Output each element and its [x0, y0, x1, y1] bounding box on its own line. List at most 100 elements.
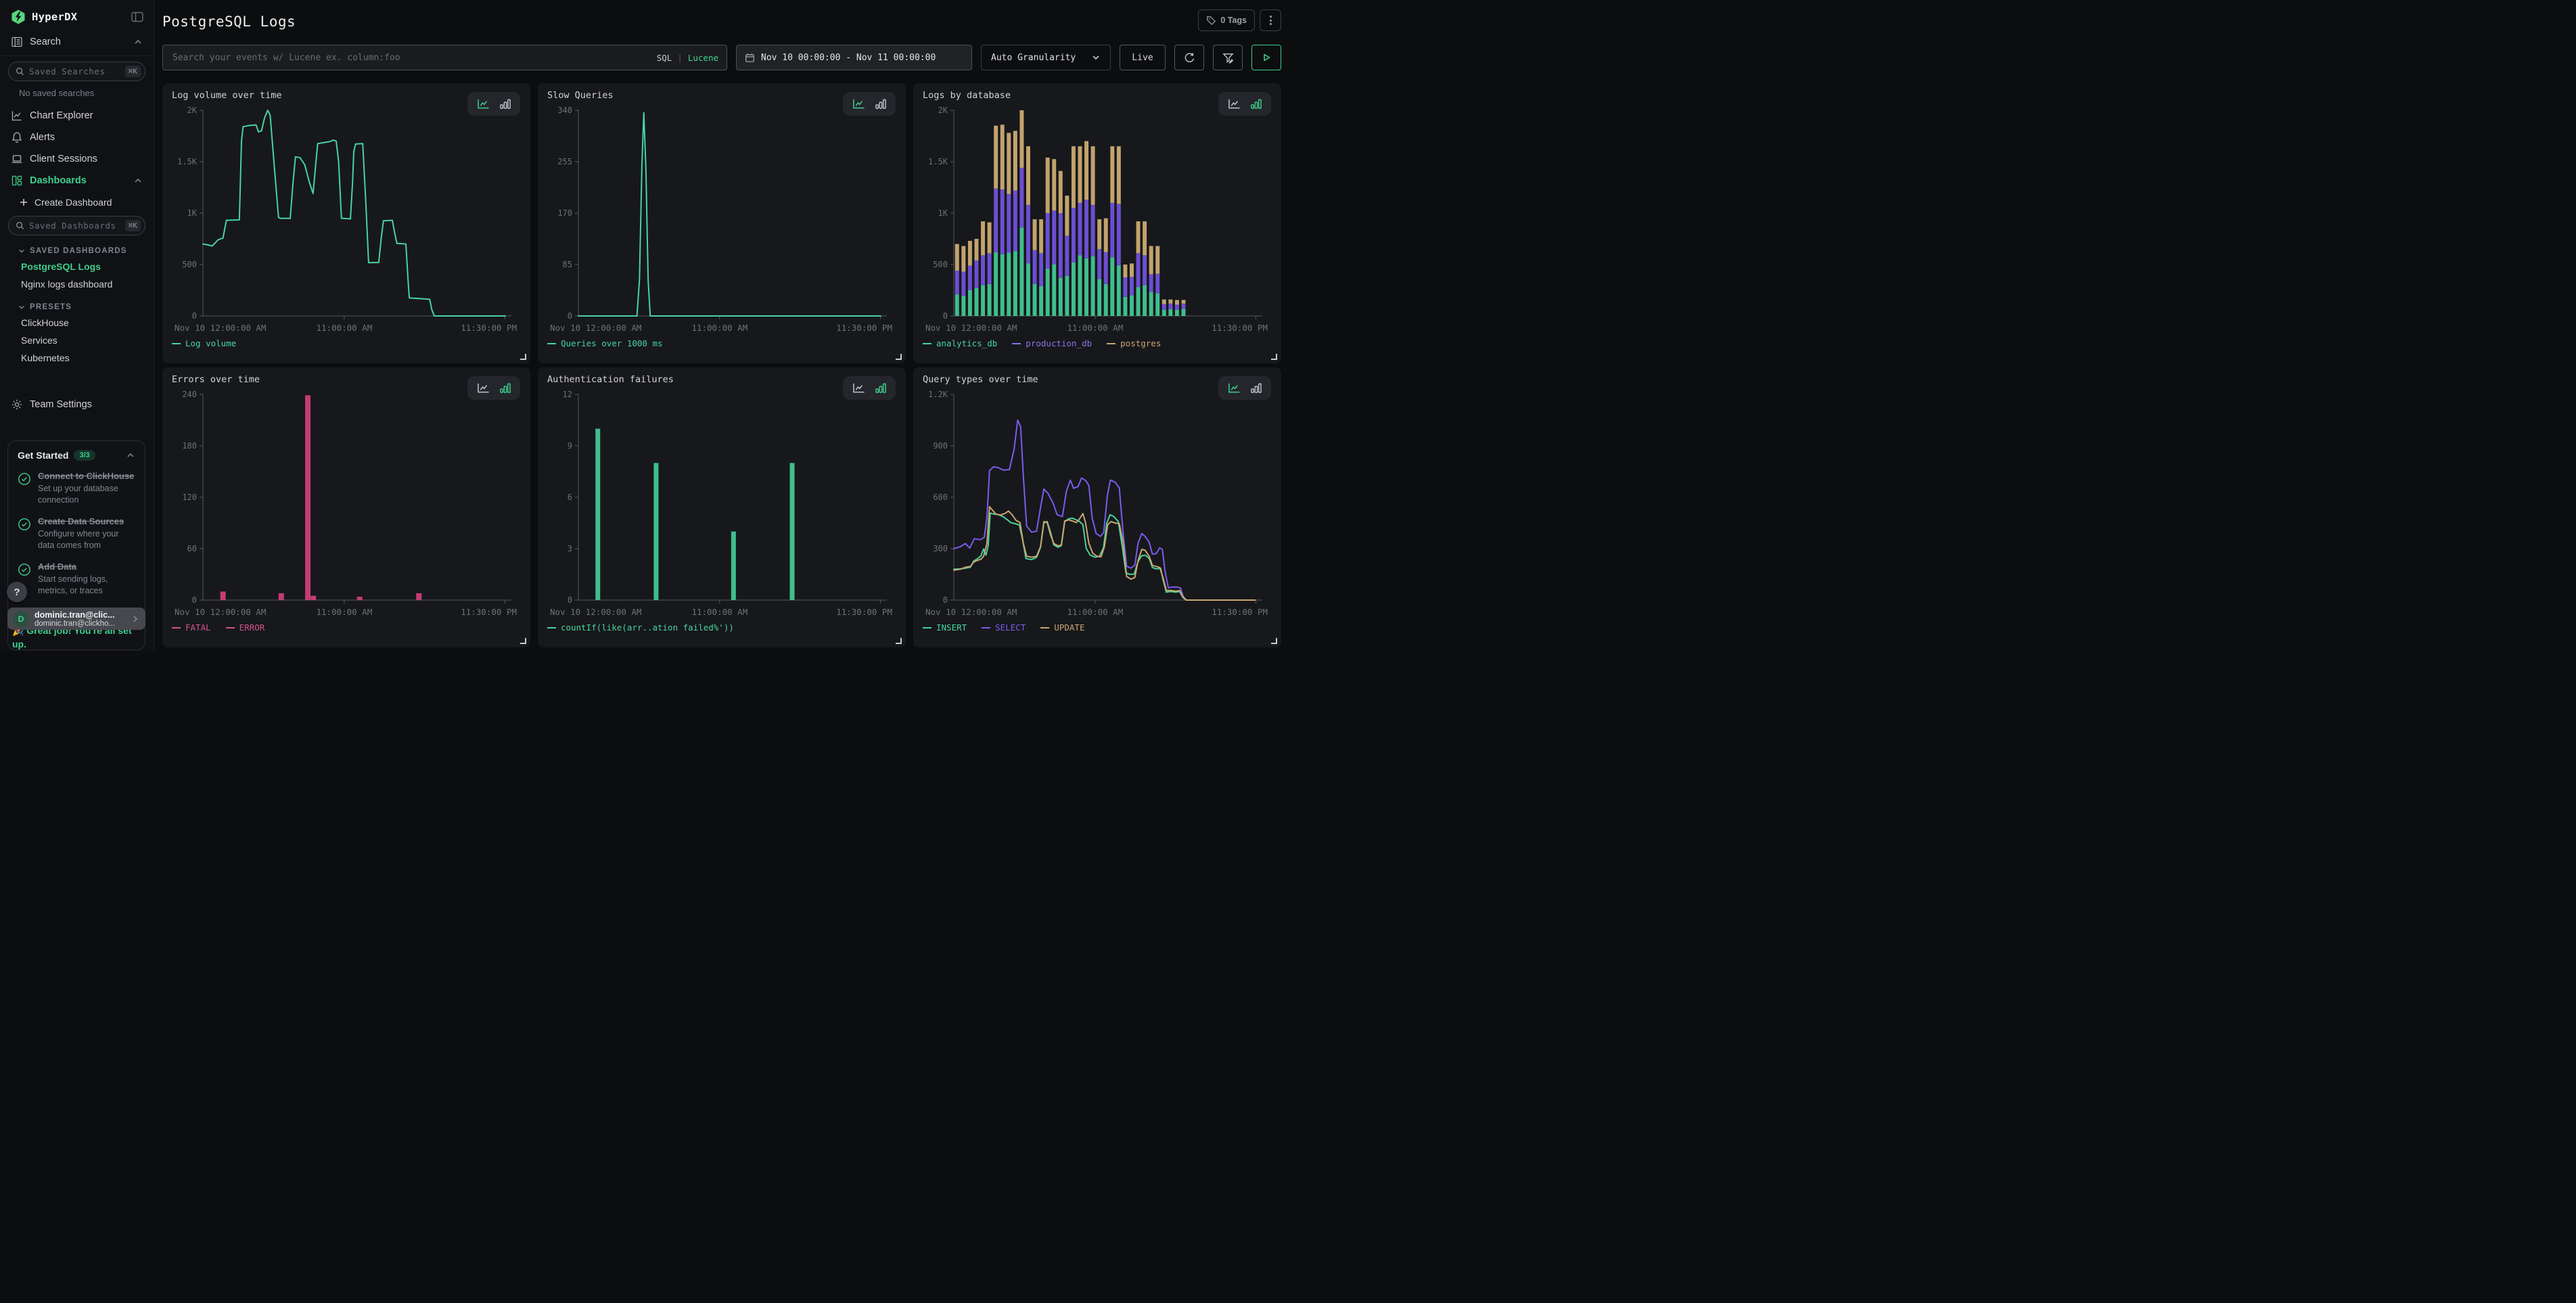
bar-chart-icon[interactable] — [1250, 382, 1262, 394]
line-chart-icon[interactable] — [852, 98, 866, 110]
legend-dash — [923, 343, 932, 344]
svg-text:0: 0 — [943, 311, 948, 321]
svg-text:Nov 10 12:00:00 AM: Nov 10 12:00:00 AM — [550, 607, 641, 617]
bar-chart-icon[interactable] — [499, 98, 511, 110]
page-title: PostgreSQL Logs — [162, 14, 296, 30]
line-chart-icon[interactable] — [852, 382, 866, 394]
resize-handle-icon[interactable] — [1271, 354, 1277, 360]
get-started-item[interactable]: Create Data Sources Configure where your… — [18, 516, 135, 551]
time-range-value: Nov 10 00:00:00 - Nov 11 00:00:00 — [761, 53, 936, 63]
chart-view-toggle — [467, 92, 520, 116]
legend-dash — [226, 627, 235, 628]
bar-chart-icon[interactable] — [875, 98, 887, 110]
preset-item-kubernetes[interactable]: Kubernetes — [0, 349, 154, 367]
legend-dash — [172, 343, 181, 344]
legend-label: FATAL — [185, 622, 211, 633]
bar-chart-icon[interactable] — [875, 382, 887, 394]
svg-text:11:30:00 PM: 11:30:00 PM — [836, 607, 892, 617]
legend-dash — [982, 627, 990, 628]
svg-text:Nov 10 12:00:00 AM: Nov 10 12:00:00 AM — [925, 323, 1017, 333]
live-button[interactable]: Live — [1120, 45, 1166, 70]
legend-item: UPDATE — [1040, 622, 1084, 633]
svg-text:11:00:00 AM: 11:00:00 AM — [316, 323, 372, 333]
sidebar-collapse-icon[interactable] — [131, 10, 144, 24]
granularity-select[interactable]: Auto Granularity — [981, 45, 1111, 70]
legend-item: INSERT — [923, 622, 967, 633]
get-started-item-title: Connect to ClickHouse — [38, 471, 135, 482]
sidebar-item-label: Client Sessions — [30, 154, 143, 164]
more-options-button[interactable] — [1260, 9, 1281, 31]
create-dashboard-button[interactable]: Create Dashboard — [0, 191, 154, 213]
bell-icon — [11, 131, 23, 143]
section-presets[interactable]: PRESETS — [0, 297, 154, 314]
sidebar-item-client-sessions[interactable]: Client Sessions — [0, 148, 154, 170]
resize-handle-icon[interactable] — [520, 354, 526, 360]
refresh-icon — [1183, 51, 1196, 64]
search-input[interactable] — [171, 52, 657, 64]
saved-searches-input[interactable]: Saved Searches ⌘K — [8, 62, 145, 81]
sidebar-item-search[interactable]: Search — [0, 31, 154, 53]
dashboard-item-postgresql-logs[interactable]: PostgreSQL Logs — [0, 258, 154, 275]
svg-text:1.5K: 1.5K — [177, 157, 198, 166]
chevron-up-icon[interactable] — [126, 451, 135, 460]
svg-text:0: 0 — [192, 595, 197, 605]
line-chart-icon[interactable] — [476, 382, 490, 394]
tags-button[interactable]: 0 Tags — [1198, 9, 1255, 31]
svg-text:170: 170 — [557, 208, 572, 218]
sql-toggle[interactable]: SQL — [657, 53, 672, 63]
refresh-button[interactable] — [1174, 45, 1204, 70]
lucene-toggle[interactable]: Lucene — [688, 53, 718, 63]
bar-chart-icon[interactable] — [1250, 98, 1262, 110]
chevron-up-icon[interactable] — [133, 176, 143, 185]
dashboard-item-nginx-logs[interactable]: Nginx logs dashboard — [0, 275, 154, 293]
time-range-picker[interactable]: Nov 10 00:00:00 - Nov 11 00:00:00 — [736, 45, 972, 70]
svg-text:60: 60 — [187, 544, 197, 553]
user-menu[interactable]: D dominic.tran@clic... dominic.tran@clic… — [7, 608, 145, 630]
sidebar-item-chart-explorer[interactable]: Chart Explorer — [0, 105, 154, 127]
get-started-item-desc: Start sending logs, metrics, or traces — [38, 574, 135, 597]
bar-chart-icon[interactable] — [499, 382, 511, 394]
preset-item-services[interactable]: Services — [0, 332, 154, 349]
legend-dash — [923, 627, 932, 628]
line-chart-icon[interactable] — [1227, 382, 1241, 394]
legend-dash — [172, 627, 181, 628]
resize-handle-icon[interactable] — [896, 354, 902, 360]
gear-icon — [11, 398, 23, 411]
svg-text:Nov 10 12:00:00 AM: Nov 10 12:00:00 AM — [175, 323, 266, 333]
legend-item: analytics_db — [923, 338, 997, 348]
svg-text:0: 0 — [568, 311, 572, 321]
resize-handle-icon[interactable] — [1271, 638, 1277, 644]
filter-button[interactable] — [1213, 45, 1243, 70]
line-chart-icon[interactable] — [1227, 98, 1241, 110]
legend-item: ERROR — [226, 622, 265, 633]
svg-text:1K: 1K — [938, 208, 948, 218]
line-chart-icon[interactable] — [476, 98, 490, 110]
help-button[interactable]: ? — [7, 582, 27, 602]
legend-label: postgres — [1120, 338, 1161, 348]
toolbar: SQL | Lucene Nov 10 00:00:00 - Nov 11 00… — [162, 45, 1281, 70]
get-started-item[interactable]: Add Data Start sending logs, metrics, or… — [18, 562, 135, 597]
sidebar-item-team-settings[interactable]: Team Settings — [0, 394, 154, 415]
legend-label: INSERT — [936, 622, 967, 633]
get-started-item[interactable]: Connect to ClickHouse Set up your databa… — [18, 471, 135, 506]
sidebar-item-dashboards[interactable]: Dashboards — [0, 170, 154, 191]
sidebar-item-alerts[interactable]: Alerts — [0, 127, 154, 148]
resize-handle-icon[interactable] — [896, 638, 902, 644]
legend-dash — [547, 343, 556, 344]
legend-label: UPDATE — [1054, 622, 1084, 633]
chevron-up-icon[interactable] — [133, 37, 143, 47]
section-saved-dashboards[interactable]: SAVED DASHBOARDS — [0, 241, 154, 258]
chart-view-toggle — [843, 92, 896, 116]
run-query-button[interactable] — [1251, 45, 1281, 70]
sidebar-item-label: Alerts — [30, 132, 143, 143]
chart-legend: Queries over 1000 ms — [547, 338, 896, 348]
chart-plot: 05001K1.5K2KNov 10 12:00:00 AM11:00:00 A… — [172, 102, 521, 336]
check-circle-icon — [18, 472, 31, 486]
chart-plot: 060120180240Nov 10 12:00:00 AM11:00:00 A… — [172, 386, 521, 620]
saved-dashboards-input[interactable]: Saved Dashboards ⌘K — [8, 216, 145, 235]
svg-text:Nov 10 12:00:00 AM: Nov 10 12:00:00 AM — [175, 607, 266, 617]
chart-explorer-icon — [11, 110, 23, 122]
resize-handle-icon[interactable] — [520, 638, 526, 644]
chart-plot: 085170255340Nov 10 12:00:00 AM11:00:00 A… — [547, 102, 896, 336]
preset-item-clickhouse[interactable]: ClickHouse — [0, 314, 154, 332]
